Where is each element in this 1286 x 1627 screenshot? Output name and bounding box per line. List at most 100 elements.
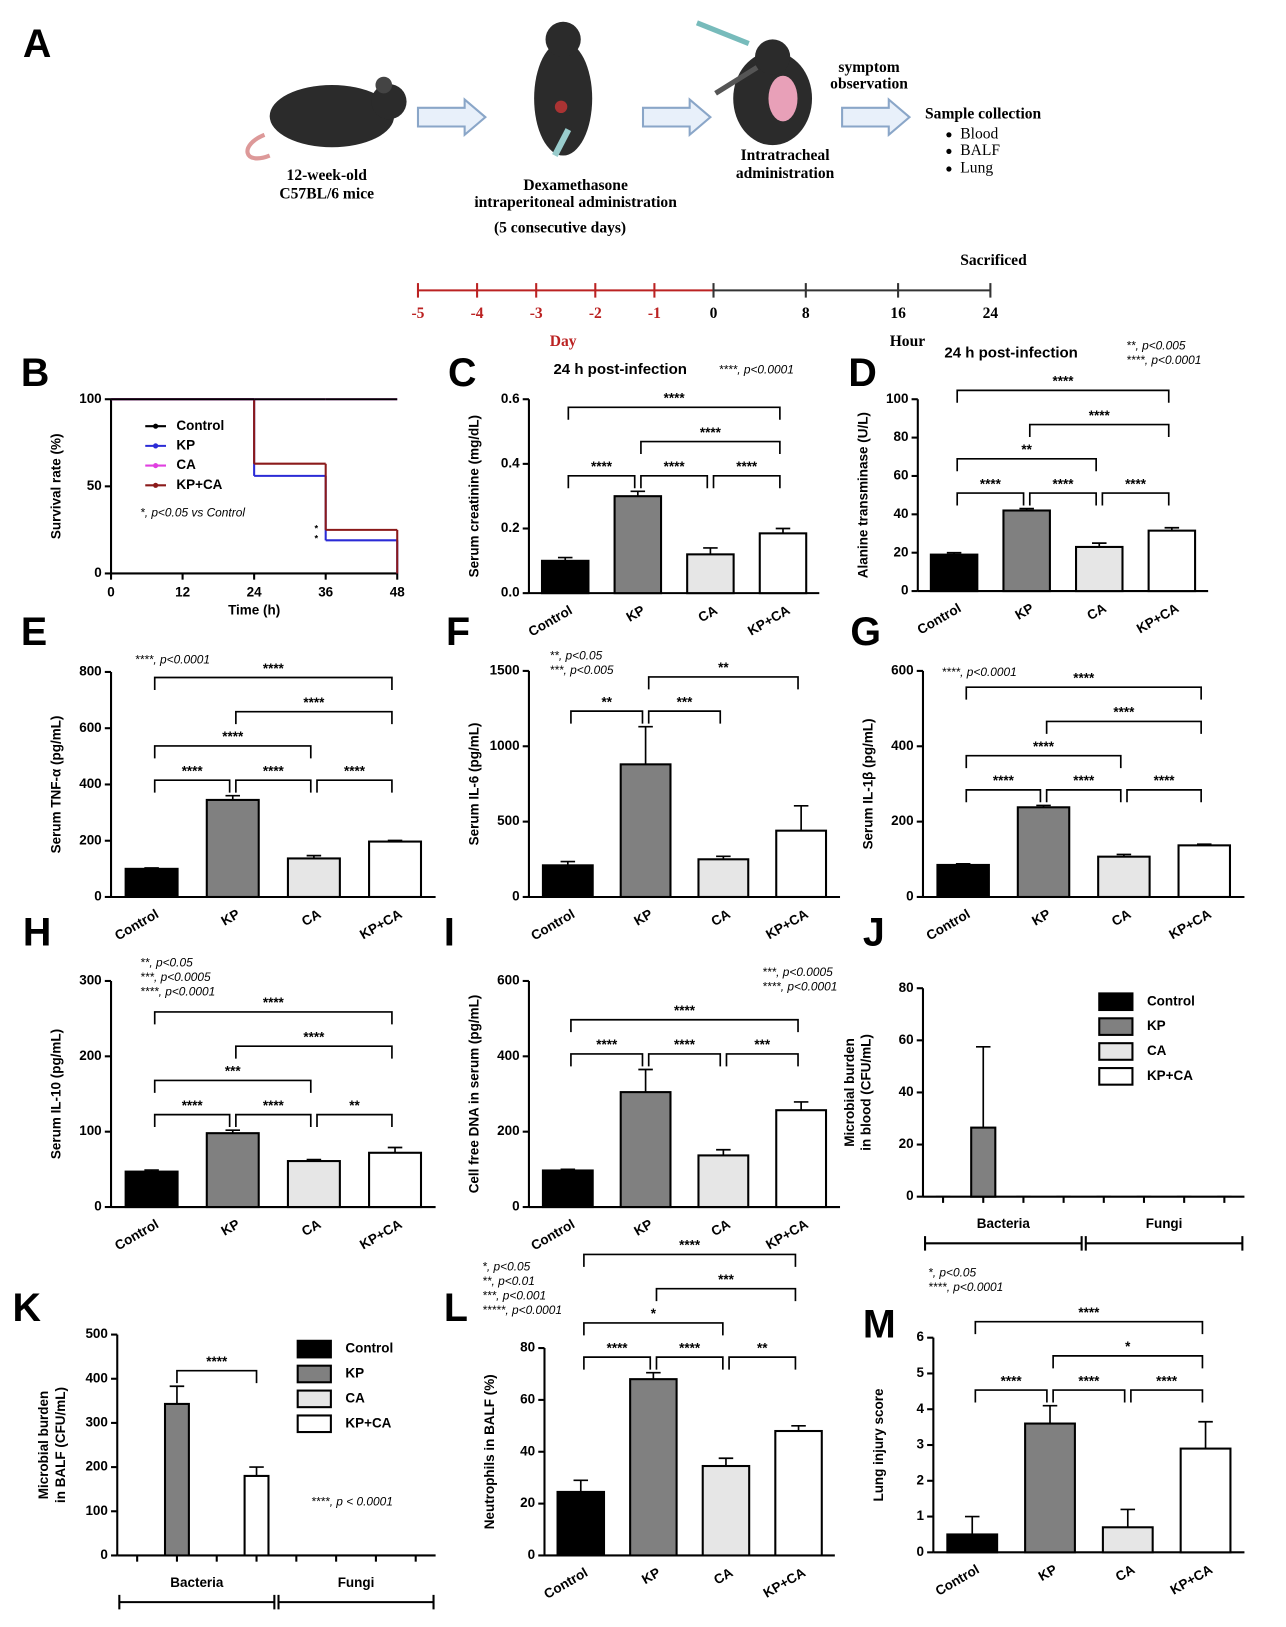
note: ***, p<0.0005 <box>762 965 833 979</box>
y-tick-label: 500 <box>85 1326 107 1341</box>
error-bar <box>964 1515 980 1535</box>
y-axis-label: Serum IL-1β (pg/mL) <box>861 718 876 849</box>
significance-label: **** <box>1078 1305 1100 1320</box>
error-bar <box>946 551 962 555</box>
y-axis-label: Serum IL-6 (pg/mL) <box>467 723 482 846</box>
panel-label: K <box>13 1286 42 1330</box>
timeline-label: 16 <box>890 305 906 322</box>
panel-label: L <box>444 1286 468 1330</box>
significance-label: **** <box>1154 773 1176 788</box>
y-tick-label: 0 <box>94 1199 102 1214</box>
significance-bracket <box>1028 423 1170 438</box>
chart-title: 24 h post-infection <box>553 361 686 378</box>
x-tick-label: KP <box>219 906 243 928</box>
significance-bracket <box>647 710 722 724</box>
label: Blood <box>960 125 998 142</box>
group-label: Fungi <box>338 1575 375 1590</box>
significance-label: **** <box>263 661 285 676</box>
significance-label: **** <box>1113 705 1135 720</box>
mouse-head <box>754 39 791 75</box>
x-tick-label: CA <box>1113 1561 1138 1584</box>
significance-label: **** <box>591 459 613 474</box>
significance-label: **** <box>1078 1373 1100 1388</box>
bullet <box>946 148 952 154</box>
significance-label: ** <box>718 660 729 675</box>
instrument <box>714 65 759 96</box>
bar <box>541 864 594 899</box>
bar <box>929 553 979 593</box>
bar <box>368 840 423 899</box>
error-bar <box>791 1424 806 1432</box>
note: **, p<0.05 <box>140 955 193 969</box>
legend-marker <box>153 423 159 429</box>
mouse-ear <box>375 76 393 94</box>
significance-label: *** <box>718 1272 734 1287</box>
y-tick-label: 200 <box>79 1048 101 1063</box>
bar <box>936 863 990 899</box>
y-axis-label: Serum TNF-α (pg/mL) <box>49 716 64 854</box>
x-tick-label: Control <box>112 1216 161 1253</box>
y-tick-label: 0 <box>901 583 909 598</box>
label: 12-week-old <box>287 167 368 184</box>
bar <box>686 553 735 595</box>
group-bracket <box>277 1594 435 1610</box>
x-tick-label: CA <box>1109 906 1134 929</box>
error-bar <box>225 794 241 800</box>
y-tick-label: 400 <box>497 1048 519 1063</box>
y-axis-label: in blood (CFU/mL) <box>859 1034 874 1151</box>
label: observation <box>830 76 908 93</box>
bar <box>1002 509 1051 593</box>
note: ****, p<0.0001 <box>140 985 215 999</box>
group-label: Fungi <box>1146 1216 1183 1231</box>
mouse-head <box>545 21 581 58</box>
x-tick-label: Control <box>112 906 161 943</box>
panel-label: H <box>23 911 51 955</box>
x-tick-label: KP <box>631 906 655 928</box>
significance-label: **** <box>263 995 285 1010</box>
error-bar <box>249 1466 264 1476</box>
bar <box>124 1170 179 1209</box>
y-tick-label: 300 <box>85 1414 107 1429</box>
mouse-tail <box>245 132 271 161</box>
significance-bracket <box>655 1356 724 1370</box>
significance-label: *** <box>754 1037 770 1052</box>
x-tick-label: KP <box>1012 600 1036 622</box>
y-tick-label: 3 <box>917 1437 925 1452</box>
panel-label: M <box>863 1303 896 1347</box>
error-bar <box>638 725 653 765</box>
significance-bracket <box>974 1389 1048 1403</box>
bar <box>1024 1422 1076 1554</box>
significance-label: **** <box>263 1098 285 1113</box>
y-tick-label: 2 <box>917 1472 925 1487</box>
y-tick-label: 80 <box>899 980 914 995</box>
significance-label: **** <box>206 1354 228 1369</box>
bar <box>758 532 808 595</box>
x-tick-label: 0 <box>107 585 115 600</box>
bar <box>1101 1526 1154 1554</box>
bar <box>697 1154 750 1209</box>
error-bar <box>1042 1404 1058 1424</box>
y-axis-label: Lung injury score <box>871 1388 886 1502</box>
panel-label: C <box>448 351 476 395</box>
error-bar <box>1120 1508 1136 1528</box>
bar <box>697 858 750 899</box>
x-tick-label: KP+CA <box>763 1216 811 1252</box>
syringe <box>552 128 572 157</box>
y-tick-label: 60 <box>899 1032 914 1047</box>
x-tick-label: KP+CA <box>745 602 793 638</box>
significance-label: **** <box>607 1340 629 1355</box>
legend-swatch <box>296 1339 332 1359</box>
panel-label: J <box>863 911 885 955</box>
significance-bracket <box>728 1356 797 1370</box>
significance-bracket <box>974 1320 1204 1335</box>
legend-swatch <box>1098 1042 1134 1061</box>
x-tick-label: CA <box>299 1216 324 1239</box>
y-axis-label: Survival rate (%) <box>49 434 64 540</box>
syringe <box>695 20 750 46</box>
significance-label: ** <box>349 1098 360 1113</box>
note: ****, p<0.0001 <box>928 1280 1003 1294</box>
bar <box>205 1132 260 1209</box>
significance-label: **** <box>679 1238 701 1253</box>
significance-label: ** <box>1021 442 1032 457</box>
y-axis-label: Serum IL-10 (pg/mL) <box>49 1029 64 1159</box>
